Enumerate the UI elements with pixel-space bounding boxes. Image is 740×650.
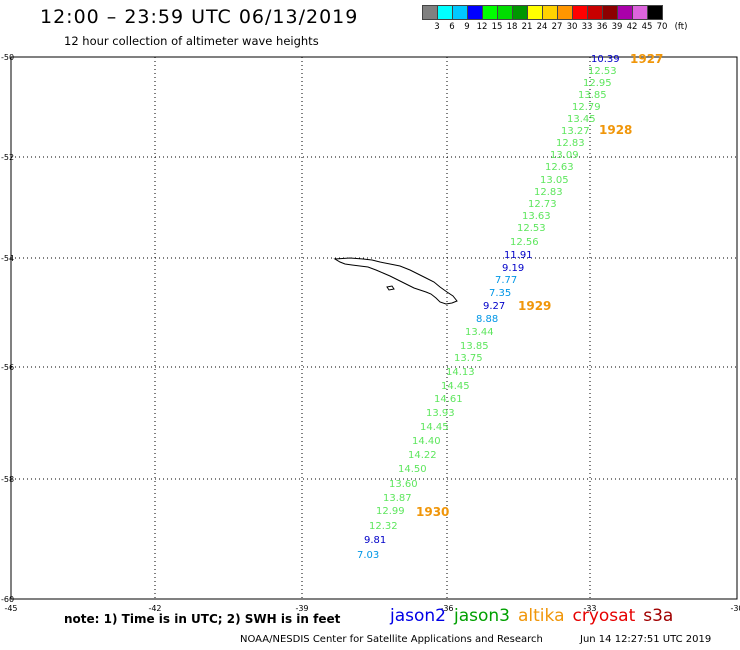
chart-title: 12:00 – 23:59 UTC 06/13/2019 bbox=[40, 6, 359, 28]
swh-value: 13.63 bbox=[522, 211, 551, 222]
swh-value: 14.45 bbox=[420, 422, 449, 433]
swh-value: 7.77 bbox=[495, 275, 517, 286]
swh-value: 12.32 bbox=[369, 521, 398, 532]
swh-value: 12.73 bbox=[528, 199, 557, 210]
colorbar-tick-label: 70 bbox=[656, 22, 668, 32]
pass-number-label: 1929 bbox=[518, 299, 551, 313]
swh-value: 12.95 bbox=[583, 78, 612, 89]
lon-label: -45 bbox=[4, 604, 17, 613]
colorbar-tick-label: 24 bbox=[536, 22, 548, 32]
footer-credit: NOAA/NESDIS Center for Satellite Applica… bbox=[240, 634, 543, 645]
swh-value: 14.13 bbox=[446, 367, 475, 378]
swh-value: 9.27 bbox=[483, 301, 505, 312]
swh-value: 9.19 bbox=[502, 263, 524, 274]
swh-value: 11.91 bbox=[504, 250, 533, 261]
swh-value: 12.83 bbox=[534, 187, 563, 198]
lat-label: -60 bbox=[1, 595, 14, 604]
satellite-legend-item: cryosat bbox=[572, 606, 636, 626]
swh-value: 13.27 bbox=[561, 126, 590, 137]
swh-value: 13.85 bbox=[578, 90, 607, 101]
lon-label: -33 bbox=[583, 604, 596, 613]
colorbar-tick-label: 18 bbox=[506, 22, 518, 32]
colorbar-tick-label: 36 bbox=[596, 22, 608, 32]
satellite-legend-item: s3a bbox=[643, 606, 674, 626]
lat-label: -56 bbox=[1, 363, 14, 372]
lat-label: -54 bbox=[1, 254, 14, 263]
satellite-legend-item: jason2 bbox=[390, 606, 446, 626]
colorbar-tick-label: 6 bbox=[449, 22, 455, 32]
satellite-legend-item: jason3 bbox=[454, 606, 510, 626]
swh-value: 12.56 bbox=[510, 237, 539, 248]
pass-number-label: 1928 bbox=[599, 123, 632, 137]
colorbar-labels: 3 6 9 12 15 18 21 24 27 30 33 36 39 42 45 70 (ft) bbox=[422, 22, 740, 34]
island-small-outline bbox=[386, 285, 395, 291]
swh-value: 7.35 bbox=[489, 288, 511, 299]
south-georgia-island bbox=[333, 257, 458, 305]
swh-value: 13.44 bbox=[465, 327, 494, 338]
colorbar-unit: (ft) bbox=[674, 22, 688, 32]
footer-note: note: 1) Time is in UTC; 2) SWH is in fe… bbox=[64, 612, 341, 626]
swh-value: 10.39 bbox=[591, 54, 620, 65]
swh-value: 13.75 bbox=[454, 353, 483, 364]
swh-value: 12.99 bbox=[376, 506, 405, 517]
swh-value: 14.40 bbox=[412, 436, 441, 447]
swh-value: 9.81 bbox=[364, 535, 386, 546]
colorbar-tick-label: 21 bbox=[521, 22, 533, 32]
swh-track: 10.3912.5312.9513.8512.7913.4513.2712.83… bbox=[357, 54, 620, 561]
colorbar-tick-label: 9 bbox=[464, 22, 470, 32]
swh-value: 13.60 bbox=[389, 479, 418, 490]
lat-label: -58 bbox=[1, 475, 14, 484]
lon-label: -39 bbox=[295, 604, 308, 613]
colorbar-tick-label: 39 bbox=[611, 22, 623, 32]
swh-value: 13.45 bbox=[567, 114, 596, 125]
lon-label: -30 bbox=[730, 604, 740, 613]
swh-value: 14.61 bbox=[434, 394, 463, 405]
pass-number-label: 1930 bbox=[416, 505, 449, 519]
swh-value: 13.87 bbox=[383, 493, 412, 504]
map-frame bbox=[10, 56, 738, 600]
satellite-legend-item: altika bbox=[518, 606, 565, 626]
axis-labels: -50 -52 -54 -56 -58 -60-45 -42 -39 -36 -33 -30 bbox=[1, 53, 740, 613]
swh-value: 12.83 bbox=[556, 138, 585, 149]
lon-label: -36 bbox=[440, 604, 453, 613]
colorbar-tick-label: 45 bbox=[641, 22, 653, 32]
colorbar-tick-label: 3 bbox=[434, 22, 440, 32]
swh-value: 8.88 bbox=[476, 314, 498, 325]
colorbar-tick-label: 42 bbox=[626, 22, 638, 32]
colorbar-tick-label: 15 bbox=[491, 22, 503, 32]
swh-value: 13.05 bbox=[540, 175, 569, 186]
colorbar-swatch bbox=[647, 5, 663, 20]
swh-value: 14.45 bbox=[441, 381, 470, 392]
satellite-legend: jason2 jason3 altika cryosat s3a bbox=[390, 606, 681, 626]
swh-value: 12.53 bbox=[517, 223, 546, 234]
pass-number-label: 1927 bbox=[630, 52, 663, 66]
colorbar-tick-label: 27 bbox=[551, 22, 563, 32]
lat-label: -52 bbox=[1, 153, 14, 162]
footer-timestamp: Jun 14 12:27:51 UTC 2019 bbox=[580, 634, 712, 645]
swh-value: 13.85 bbox=[460, 341, 489, 352]
colorbar bbox=[422, 5, 663, 20]
swh-value: 14.22 bbox=[408, 450, 437, 461]
swh-value: 14.50 bbox=[398, 464, 427, 475]
swh-value: 12.79 bbox=[572, 102, 601, 113]
colorbar-tick-label: 33 bbox=[581, 22, 593, 32]
chart-subtitle: 12 hour collection of altimeter wave hei… bbox=[64, 34, 319, 48]
lon-label: -42 bbox=[148, 604, 161, 613]
pass-labels: 1927 1928 1929 1930 bbox=[416, 52, 663, 519]
map-grid bbox=[11, 57, 737, 599]
lat-label: -50 bbox=[1, 53, 14, 62]
swh-value: 12.63 bbox=[545, 162, 574, 173]
swh-value: 13.09 bbox=[550, 150, 579, 161]
swh-value: 7.03 bbox=[357, 550, 379, 561]
colorbar-tick-label: 12 bbox=[476, 22, 488, 32]
swh-value: 12.53 bbox=[588, 66, 617, 77]
colorbar-tick-label: 30 bbox=[566, 22, 578, 32]
swh-value: 13.93 bbox=[426, 408, 455, 419]
